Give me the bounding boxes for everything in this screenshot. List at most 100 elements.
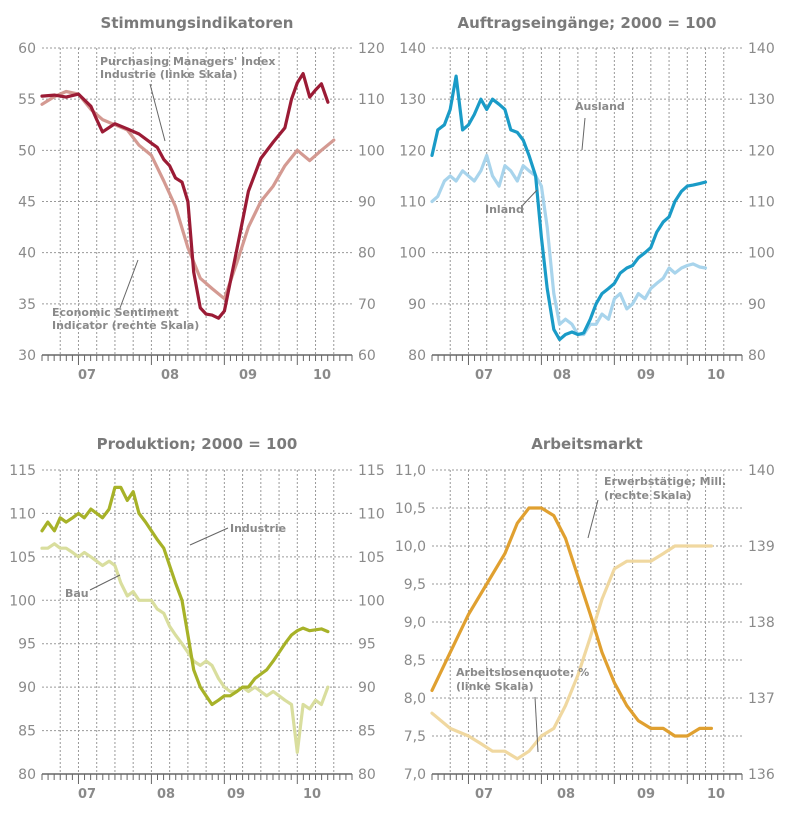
y-left-tick-label: 30 [18, 348, 36, 364]
annotation-label: Arbeitslosenquote; % [456, 666, 589, 679]
series-line-2 [40, 89, 336, 301]
chart-panel-2: Auftragseingänge; 2000 = 100 80 90 100 110 12… [399, 14, 774, 383]
annotation-leader [149, 83, 166, 142]
x-tick-label: 10 [303, 787, 321, 802]
y-left-tick-label: 100 [399, 246, 426, 262]
y-right-tick-label: 120 [358, 41, 385, 57]
y-right-tick-label: 90 [358, 680, 376, 696]
y-left-tick-label: 80 [408, 348, 426, 364]
y-right-tick-label: 100 [358, 593, 385, 609]
y-right-tick-label: 139 [748, 539, 775, 555]
annotation-label: (rechte Skala) [604, 489, 692, 502]
x-tick-label: 10 [313, 368, 331, 383]
y-right-tick-label: 110 [748, 195, 775, 211]
x-tick-label: 08 [557, 787, 575, 802]
x-tick-label: 09 [227, 787, 245, 802]
y-left-tick-label: 7,0 [404, 767, 426, 783]
y-left-tick-label: 45 [18, 195, 36, 211]
annotation-label: Industrie [230, 522, 286, 535]
annotation-label: Purchasing Managers' Index [100, 55, 275, 68]
series-line-2 [430, 153, 708, 337]
x-tick-label: 07 [475, 368, 493, 383]
y-left-tick-label: 40 [18, 246, 36, 262]
y-left-tick-label: 130 [399, 92, 426, 108]
y-right-tick-label: 105 [358, 550, 385, 566]
y-right-tick-label: 120 [748, 143, 775, 159]
x-tick-label: 08 [157, 787, 175, 802]
y-right-tick-label: 110 [358, 92, 385, 108]
y-left-tick-label: 90 [18, 680, 36, 696]
x-tick-label: 09 [637, 368, 655, 383]
y-right-tick-label: 95 [358, 637, 376, 653]
annotation-leader [521, 189, 538, 207]
y-left-tick-label: 9,5 [404, 577, 426, 593]
y-left-tick-label: 50 [18, 143, 36, 159]
x-tick-label: 10 [707, 787, 725, 802]
x-tick-label: 07 [78, 368, 96, 383]
annotation-leader [534, 696, 539, 753]
series-line-2 [430, 544, 713, 761]
y-right-tick-label: 85 [358, 724, 376, 740]
y-left-tick-label: 7,5 [404, 729, 426, 745]
y-right-tick-label: 60 [358, 348, 376, 364]
y-left-tick-label: 140 [399, 41, 426, 57]
x-tick-label: 08 [161, 368, 179, 383]
series-line-1 [40, 485, 330, 707]
y-right-tick-label: 140 [748, 463, 775, 479]
y-left-tick-label: 35 [18, 297, 36, 313]
y-left-tick-label: 90 [408, 297, 426, 313]
y-left-tick-label: 95 [18, 637, 36, 653]
y-left-tick-label: 115 [9, 463, 36, 479]
y-left-tick-label: 55 [18, 92, 36, 108]
y-right-tick-label: 90 [358, 195, 376, 211]
chart-panel-4: Arbeitsmarkt 7,0 7,5 8,0 8,5 9,0 9,5 10,0 10,5 11… [395, 435, 775, 802]
annotation-label: Erwerbstätige; Mill. [604, 475, 726, 488]
chart-title: Auftragseingänge; 2000 = 100 [458, 14, 717, 32]
series-line-2 [40, 542, 330, 754]
annotation-leader [89, 574, 121, 591]
y-right-tick-label: 136 [748, 767, 775, 783]
x-tick-label: 08 [553, 368, 571, 383]
annotation-label: Bau [65, 587, 89, 600]
y-right-tick-label: 110 [358, 506, 385, 522]
annotation-label: Indicator (rechte Skala) [52, 319, 199, 332]
y-left-tick-label: 80 [18, 767, 36, 783]
y-left-tick-label: 100 [9, 593, 36, 609]
chart-title: Produktion; 2000 = 100 [97, 435, 298, 453]
chart-panel-3: Produktion; 2000 = 100 80 85 90 95 100 105 110 1… [9, 435, 384, 802]
y-right-tick-label: 80 [358, 246, 376, 262]
y-right-tick-label: 130 [748, 92, 775, 108]
y-left-tick-label: 9,0 [404, 615, 426, 631]
y-left-tick-label: 10,0 [395, 539, 426, 555]
y-left-tick-label: 8,0 [404, 691, 426, 707]
series-line-1 [40, 72, 330, 320]
y-right-tick-label: 137 [748, 691, 775, 707]
y-left-tick-label: 110 [399, 195, 426, 211]
y-left-tick-label: 85 [18, 724, 36, 740]
y-left-tick-label: 11,0 [395, 463, 426, 479]
chart-title: Arbeitsmarkt [531, 435, 642, 453]
x-tick-label: 07 [475, 787, 493, 802]
annotation-label: Ausland [575, 100, 625, 113]
y-left-tick-label: 60 [18, 41, 36, 57]
annotation-leader [587, 499, 599, 539]
series-line-1 [430, 506, 713, 738]
chart-panel-1: Stimmungsindikatoren 30 35 40 45 50 55 60 60 70 80… [18, 14, 385, 383]
chart-title: Stimmungsindikatoren [101, 14, 294, 32]
annotation-leader [189, 527, 229, 546]
annotation-label: Industrie (linke Skala) [100, 68, 238, 81]
annotation-label: Economic Sentiment [52, 306, 179, 319]
y-left-tick-label: 105 [9, 550, 36, 566]
annotation-label: (linke Skala) [456, 680, 534, 693]
y-left-tick-label: 110 [9, 506, 36, 522]
annotation-leader [581, 117, 586, 151]
y-right-tick-label: 80 [358, 767, 376, 783]
y-left-tick-label: 10,5 [395, 501, 426, 517]
y-right-tick-label: 140 [748, 41, 775, 57]
y-right-tick-label: 100 [358, 143, 385, 159]
x-tick-label: 07 [78, 787, 96, 802]
y-right-tick-label: 90 [748, 297, 766, 313]
series-line-1 [430, 74, 708, 342]
y-right-tick-label: 115 [358, 463, 385, 479]
